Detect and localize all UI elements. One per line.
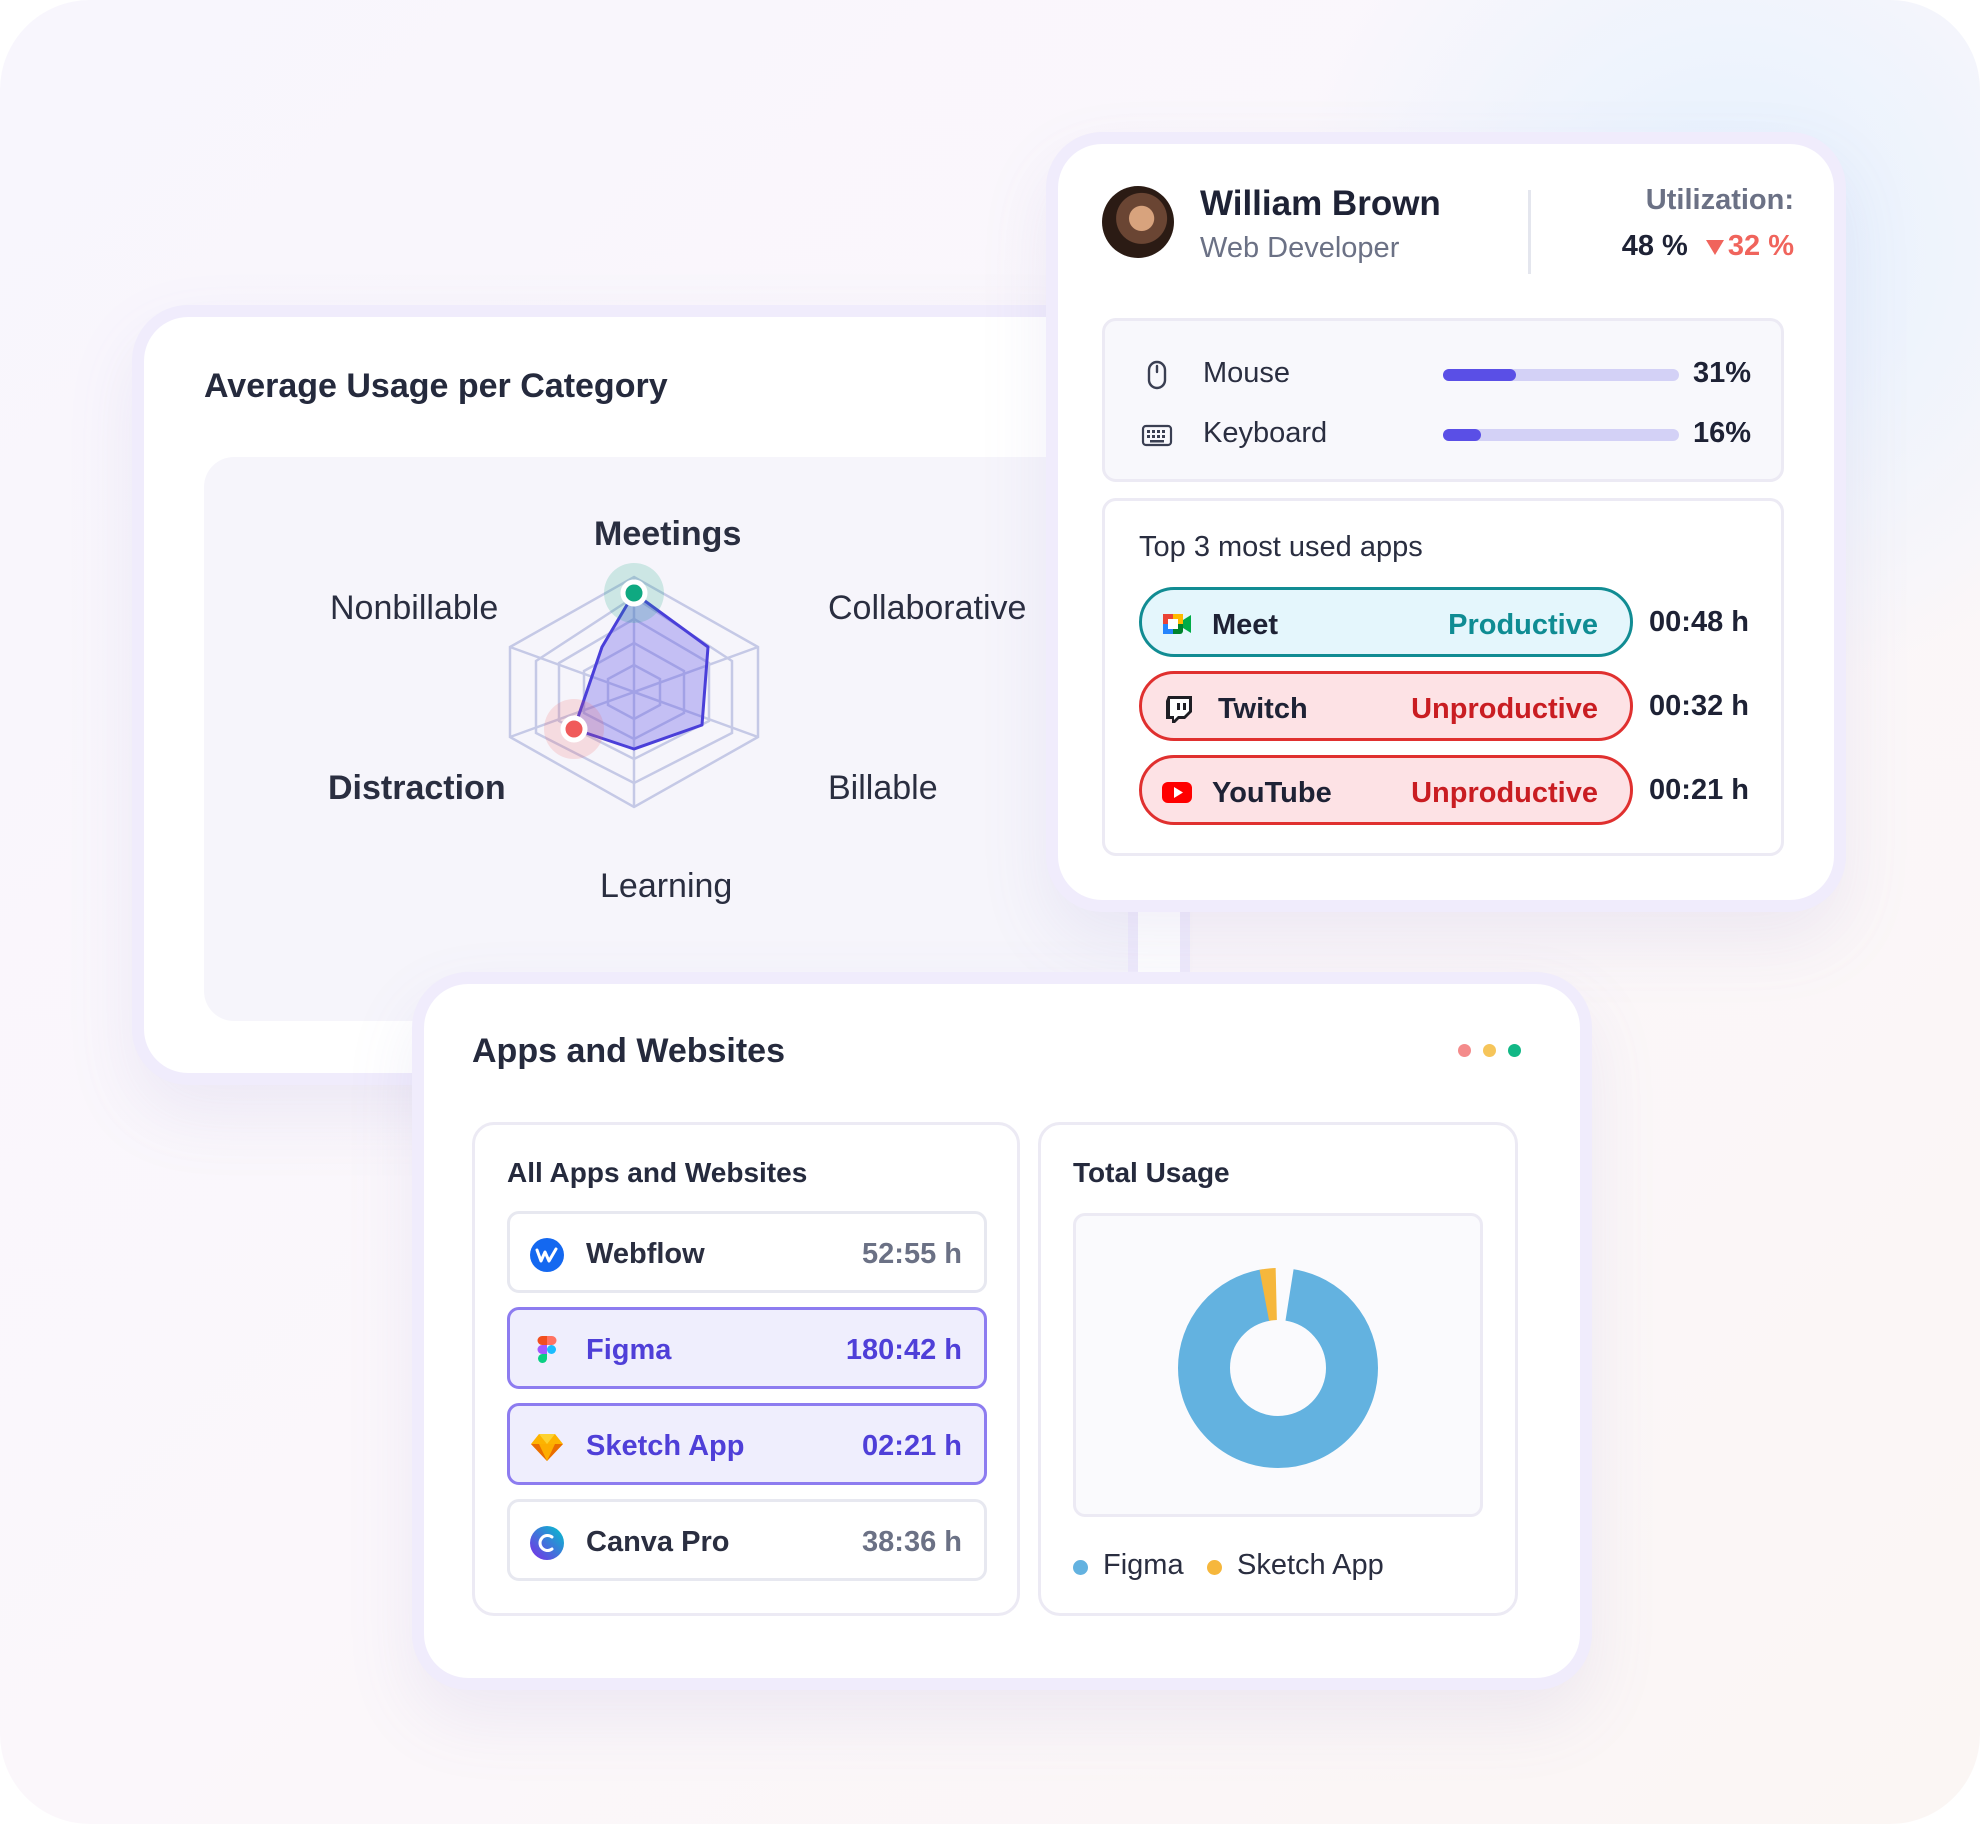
input-row-keyboard: Keyboard 16% [1141, 415, 1751, 455]
input-progress-fill [1443, 429, 1481, 441]
radar-data-area [572, 591, 710, 751]
radar-label-billable: Billable [828, 769, 938, 807]
menu-dot-icon [1458, 1044, 1471, 1057]
donut-chart-box [1073, 1213, 1483, 1517]
input-progress-fill [1443, 369, 1517, 381]
app-status: Productive [1448, 609, 1598, 641]
donut-segment-figma [1178, 1268, 1378, 1468]
app-status-pill[interactable]: Twitch Unproductive [1139, 671, 1633, 741]
distraction-marker [560, 715, 588, 743]
input-progress-bar [1443, 429, 1679, 441]
input-label: Keyboard [1203, 417, 1328, 449]
menu-dot-icon [1483, 1044, 1496, 1057]
all-apps-title: All Apps and Websites [507, 1157, 808, 1188]
mouse-icon [1147, 360, 1167, 390]
app-status-pill[interactable]: Meet Productive [1139, 587, 1633, 657]
input-percent: 16% [1692, 417, 1751, 449]
top-app-row-twitch[interactable]: Twitch Unproductive 00:32 h [1139, 671, 1749, 741]
radar-chart [508, 563, 760, 809]
top-apps-title: Top 3 most used apps [1139, 531, 1423, 563]
keyboard-icon [1141, 424, 1173, 447]
app-time: 180:42 h [845, 1334, 962, 1366]
input-progress-bar [1443, 369, 1679, 381]
all-apps-panel: All Apps and Websites Webflow 52:55 h Fi… [472, 1122, 1020, 1616]
list-item[interactable]: Sketch App 02:21 h [507, 1403, 987, 1485]
radar-label-meetings: Meetings [594, 515, 742, 553]
legend-label: Sketch App [1237, 1549, 1384, 1581]
arrow-down-icon [1705, 239, 1724, 255]
app-name: Figma [586, 1334, 672, 1366]
utilization-value: 48 % [1621, 230, 1688, 262]
app-time: 00:21 h [1649, 774, 1749, 806]
top-app-row-youtube[interactable]: YouTube Unproductive 00:21 h [1139, 755, 1749, 825]
app-name: Webflow [586, 1238, 705, 1270]
app-time: 00:48 h [1649, 606, 1749, 638]
total-usage-title: Total Usage [1073, 1157, 1230, 1188]
input-row-mouse: Mouse 31% [1141, 355, 1751, 395]
app-time: 02:21 h [862, 1430, 962, 1462]
app-name: YouTube [1212, 777, 1332, 809]
list-item[interactable]: Webflow 52:55 h [507, 1211, 987, 1293]
radar-label-distraction: Distraction [328, 769, 506, 807]
google-meet-icon [1163, 614, 1191, 634]
meetings-marker [620, 579, 648, 607]
sketch-icon [531, 1434, 563, 1461]
list-item[interactable]: Canva Pro 38:36 h [507, 1499, 987, 1581]
menu-dot-icon [1508, 1044, 1521, 1057]
input-devices-panel: Mouse 31% Keyboard 16% [1102, 318, 1784, 482]
input-label: Mouse [1203, 357, 1291, 389]
radar-label-nonbillable: Nonbillable [330, 589, 499, 627]
utilization-values: 48 % 32 % [1622, 230, 1794, 263]
donut-chart [1178, 1268, 1378, 1468]
apps-websites-card: Apps and Websites All Apps and Websites … [412, 972, 1592, 1690]
legend-label: Figma [1103, 1549, 1184, 1581]
app-time: 00:32 h [1649, 690, 1749, 722]
donut-legend: Figma Sketch App [1073, 1547, 1493, 1587]
app-time: 52:55 h [862, 1238, 962, 1270]
input-percent: 31% [1692, 357, 1751, 389]
top-apps-panel: Top 3 most used apps Meet Productive 00:… [1102, 498, 1784, 856]
app-status: Unproductive [1411, 777, 1598, 809]
app-name: Sketch App [586, 1430, 745, 1462]
legend-dot [1073, 1560, 1088, 1575]
header-divider [1528, 190, 1531, 274]
radar-axis [509, 645, 759, 739]
more-options-button[interactable] [1458, 1044, 1528, 1058]
app-name: Meet [1212, 609, 1279, 641]
profile-card: William Brown Web Developer Utilization:… [1046, 132, 1846, 912]
twitch-icon [1166, 696, 1192, 723]
app-name: Canva Pro [586, 1526, 730, 1558]
average-usage-title: Average Usage per Category [204, 367, 668, 405]
webflow-icon [530, 1238, 564, 1272]
total-usage-panel: Total Usage Figma Sketch App [1038, 1122, 1518, 1616]
utilization-label: Utilization: [1645, 184, 1794, 216]
app-status-pill[interactable]: YouTube Unproductive [1139, 755, 1633, 825]
card-connector [1128, 905, 1190, 975]
radar-chart-panel: Meetings Collaborative Billable Learning… [204, 457, 1184, 1021]
canva-icon [530, 1526, 564, 1560]
avatar[interactable] [1102, 186, 1174, 258]
youtube-icon [1162, 782, 1192, 803]
app-time: 38:36 h [862, 1526, 962, 1558]
radar-label-collaborative: Collaborative [828, 589, 1027, 627]
legend-dot [1207, 1560, 1222, 1575]
profile-role: Web Developer [1200, 232, 1400, 264]
apps-websites-title: Apps and Websites [472, 1032, 785, 1070]
list-item[interactable]: Figma 180:42 h [507, 1307, 987, 1389]
app-name: Twitch [1218, 693, 1308, 725]
utilization-change-value: 32 % [1727, 230, 1794, 262]
app-status: Unproductive [1411, 693, 1598, 725]
figma-icon [537, 1336, 557, 1363]
top-app-row-meet[interactable]: Meet Productive 00:48 h [1139, 587, 1749, 657]
profile-name: William Brown [1200, 184, 1441, 223]
utilization-change: 32 % [1705, 230, 1794, 262]
average-usage-card: Average Usage per Category Meetings Coll… [132, 305, 1184, 1085]
radar-label-learning: Learning [600, 867, 733, 905]
